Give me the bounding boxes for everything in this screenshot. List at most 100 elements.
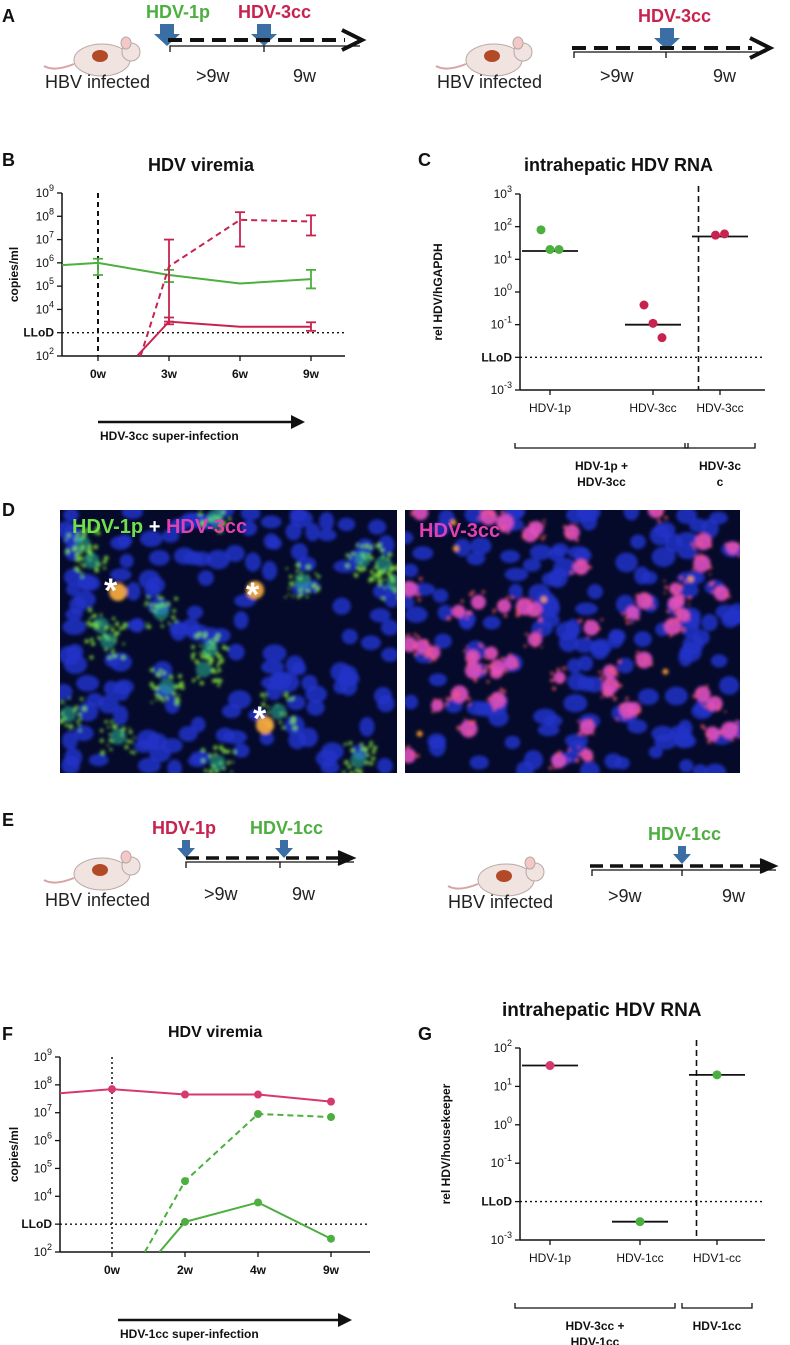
red-signal [439, 698, 442, 702]
red-signal [567, 748, 571, 752]
green-signal [102, 560, 107, 565]
green-signal [278, 721, 282, 725]
x-tick-label: HDV-1cc [616, 1251, 663, 1265]
red-signal [553, 767, 556, 770]
nucleus [405, 694, 419, 710]
chart-g-intrahepatic: 102 101 100 10-1 LLoD 10-3 rel HDV/housekeeper… [439, 1038, 765, 1345]
red-signal [691, 542, 695, 546]
green-signal [107, 655, 112, 660]
nucleus [380, 619, 397, 636]
red-signal [448, 697, 452, 701]
green-signal [365, 753, 370, 758]
timeline-label: HDV-1cc super-infection [120, 1327, 259, 1341]
red-signal [506, 530, 510, 534]
green-signal [375, 543, 381, 549]
red-signal [548, 766, 553, 770]
nucleus [136, 729, 160, 750]
green-signal [165, 696, 169, 700]
nucleus [284, 715, 305, 736]
data-point [545, 1061, 555, 1071]
green-signal [114, 654, 118, 657]
green-signal [169, 674, 174, 680]
injection-arrow-icon [251, 24, 277, 46]
y-tick-label: 103 [494, 184, 512, 201]
red-signal [635, 593, 639, 598]
green-signal [228, 760, 231, 763]
duration-label-1: >9w [608, 886, 642, 906]
green-signal [369, 545, 373, 550]
green-signal [155, 672, 161, 678]
data-point [327, 1113, 335, 1122]
magenta-signal [635, 651, 653, 669]
timeline-arrowhead [291, 415, 305, 429]
red-signal [625, 696, 629, 701]
timeline-label: HDV-3cc super-infection [100, 429, 239, 443]
red-signal [668, 621, 673, 625]
green-signal [144, 604, 147, 607]
green-signal [201, 758, 206, 763]
green-signal [76, 568, 81, 573]
green-signal [93, 617, 110, 634]
green-signal [261, 702, 266, 707]
series-line [143, 1112, 332, 1252]
red-signal [424, 652, 429, 657]
green-signal [124, 744, 129, 750]
nucleus [405, 563, 419, 578]
group-label: HDV-1cc [693, 1319, 742, 1333]
red-signal [717, 707, 721, 711]
green-signal [355, 543, 359, 547]
panel-letter-c: C [418, 150, 431, 170]
y-tick-label: 107 [34, 1103, 52, 1120]
red-signal [651, 605, 655, 609]
red-signal [485, 664, 488, 668]
green-signal [60, 719, 63, 724]
data-point [181, 1217, 189, 1226]
nucleus [438, 510, 455, 526]
green-signal [102, 566, 107, 570]
green-signal [132, 751, 136, 755]
red-signal [487, 696, 492, 701]
red-signal [470, 654, 474, 658]
magenta-signal [496, 598, 512, 614]
green-signal [192, 680, 195, 683]
y-tick-label: 102 [36, 346, 54, 363]
nucleus [412, 546, 434, 561]
nucleus [359, 716, 375, 737]
green-signal [69, 726, 72, 729]
green-signal [162, 671, 166, 675]
red-signal [582, 561, 585, 564]
red-signal [600, 674, 603, 677]
nucleus [192, 551, 212, 567]
green-signal [146, 622, 149, 625]
red-signal [616, 674, 619, 677]
red-signal [679, 576, 683, 580]
chart-title: intrahepatic HDV RNA [502, 1000, 702, 1021]
nucleus [587, 584, 603, 600]
nucleus [169, 622, 190, 636]
x-tick-label: 0w [90, 367, 107, 381]
injection-label-hdv-1p: HDV-1p [146, 2, 211, 22]
nucleus [315, 749, 338, 768]
green-signal [292, 725, 298, 731]
red-signal [731, 738, 734, 742]
series-line [158, 1201, 332, 1252]
red-signal [505, 596, 509, 600]
green-signal [93, 613, 98, 618]
green-signal [90, 638, 94, 642]
green-signal [180, 685, 185, 690]
green-signal [81, 706, 87, 712]
red-signal [542, 519, 546, 523]
green-signal [217, 678, 223, 684]
nucleus [240, 510, 261, 521]
nucleus [114, 679, 134, 695]
data-point [327, 1234, 335, 1243]
nucleus [245, 552, 261, 572]
nucleus [221, 704, 242, 719]
nucleus [233, 743, 250, 758]
red-signal [678, 585, 683, 589]
cell-layer [405, 510, 740, 773]
host-label: HBV infected [45, 72, 151, 92]
nucleus [649, 525, 671, 546]
green-signal [171, 615, 176, 620]
magenta-signal [431, 699, 444, 712]
